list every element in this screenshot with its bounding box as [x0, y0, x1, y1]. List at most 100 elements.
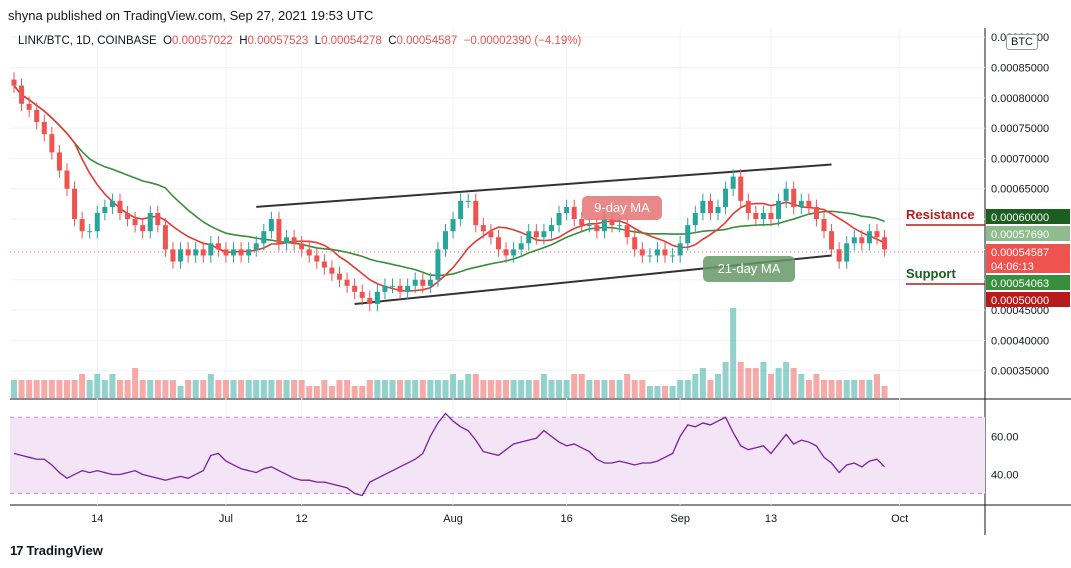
price-tick-label: 0.00080000 — [991, 93, 1049, 105]
volume-bar — [366, 380, 373, 398]
candle-body — [314, 255, 320, 262]
candle-body — [238, 249, 244, 256]
candle-body — [170, 249, 176, 262]
volume-bar — [866, 380, 873, 398]
candle-body — [223, 249, 229, 256]
ma21-callout-box — [703, 256, 795, 282]
candle-body — [571, 206, 577, 220]
currency-unit-button[interactable]: BTC — [1006, 34, 1038, 50]
price-axis-label-box — [986, 292, 1070, 307]
change-value: −0.00002390 (−4.19%) — [463, 35, 582, 47]
volume-bar — [533, 380, 540, 398]
candle-body — [692, 213, 698, 226]
price-tick-label: 0.00065000 — [991, 184, 1049, 196]
candle-body — [791, 188, 797, 207]
volume-bar — [768, 374, 774, 398]
volume-bar — [790, 368, 797, 398]
candle-body — [541, 231, 547, 238]
candle-body — [654, 249, 660, 256]
volume-bar — [41, 380, 48, 398]
volume-bar — [230, 380, 237, 398]
volume-bar — [601, 380, 608, 398]
volume-bar — [525, 380, 532, 398]
volume-bar — [283, 380, 290, 398]
candle-body — [458, 200, 464, 220]
candle-body — [753, 213, 759, 220]
candle-body — [147, 213, 153, 232]
candle-body — [185, 249, 191, 256]
support-label: Support — [906, 266, 956, 281]
candle-body — [261, 231, 267, 244]
price-axis-label: 0.00050000 — [991, 295, 1049, 307]
volume-bar — [11, 380, 17, 398]
candle-body — [601, 219, 607, 232]
candle-body — [382, 285, 388, 292]
volume-bar — [745, 368, 752, 398]
volume-bar — [404, 380, 411, 398]
price-tick-label: 0.00040000 — [991, 335, 1049, 347]
volume-bar — [33, 380, 40, 398]
candle-body — [208, 243, 214, 256]
price-axis-label: 04:06:13 — [991, 261, 1034, 273]
volume-bar — [147, 380, 154, 398]
volume-bar — [465, 374, 472, 398]
volume-bar — [79, 374, 86, 398]
volume-bar — [124, 380, 131, 398]
candle-body — [109, 200, 115, 207]
price-axis-label: 0.00054587 — [991, 247, 1049, 259]
candle-body — [49, 134, 55, 153]
volume-bar — [63, 380, 70, 398]
candle-body — [26, 103, 32, 110]
candle-body — [162, 225, 168, 250]
volume-bar — [154, 380, 161, 398]
volume-bar — [374, 380, 381, 398]
volume-bar — [359, 386, 366, 398]
candle-body — [397, 285, 403, 292]
volume-bar — [775, 368, 782, 398]
candle-body — [836, 249, 842, 262]
candle-body — [564, 206, 570, 213]
candle-body — [806, 200, 812, 207]
candle-body — [579, 219, 585, 226]
volume-bar — [245, 380, 252, 398]
volume-bar — [306, 386, 313, 398]
ma9-callout-box — [582, 196, 662, 220]
volume-bar — [442, 380, 449, 398]
volume-bar — [677, 380, 684, 398]
candle-body — [412, 279, 418, 286]
volume-bar — [616, 380, 623, 398]
volume-bar — [268, 380, 275, 398]
candle-body — [670, 255, 676, 257]
candle-body — [488, 231, 494, 238]
volume-bar — [139, 380, 146, 398]
candle-body — [829, 231, 835, 250]
volume-bar — [412, 380, 419, 398]
volume-bar — [71, 380, 78, 398]
volume-bar — [291, 380, 298, 398]
volume-bar — [222, 380, 229, 398]
volume-bar — [427, 380, 434, 398]
volume-bar — [571, 374, 578, 398]
volume-bar — [86, 380, 93, 398]
candle-body — [246, 249, 252, 256]
candle-body — [526, 231, 532, 244]
volume-bar — [48, 380, 55, 398]
volume-bar — [238, 380, 245, 398]
candle-body — [738, 176, 744, 201]
candle-body — [594, 225, 600, 232]
volume-bar — [207, 374, 214, 398]
candle-body — [617, 225, 623, 227]
candle-body — [64, 170, 70, 189]
volume-bar — [805, 380, 812, 398]
volume-bar — [556, 380, 563, 398]
candle-body — [155, 213, 161, 226]
symbol-label[interactable]: LINK/BTC, 1D, COINBASE — [18, 35, 157, 47]
candle-body — [200, 249, 206, 256]
volume-bar — [624, 374, 631, 398]
candle-body — [132, 219, 138, 226]
volume-bar — [116, 380, 123, 398]
candle-body — [624, 225, 630, 238]
candle-body — [390, 285, 395, 287]
candle-body — [87, 231, 93, 233]
